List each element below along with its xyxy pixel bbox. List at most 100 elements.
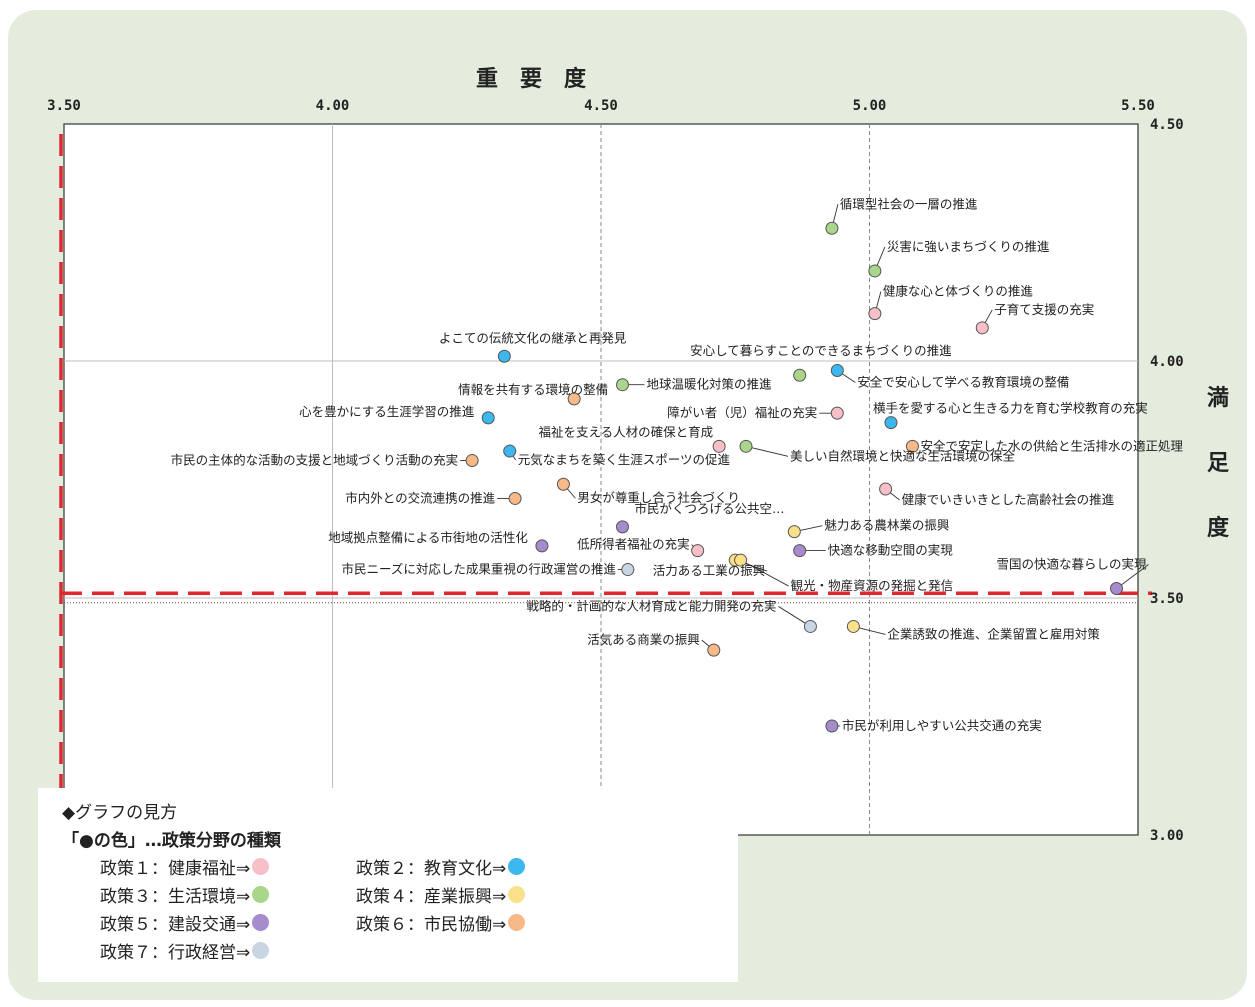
data-point [712,439,726,453]
legend-item-policy-5: 政策５：建設交通⇒ [100,910,270,935]
data-point [803,619,817,633]
data-point [508,491,522,505]
data-point [481,411,495,425]
legend: ◆グラフの見方 「●の色」…政策分野の種類 政策１：健康福祉⇒ 政策２：教育文化… [38,788,738,982]
legend-item-policy-4: 政策４：産業振興⇒ [356,882,526,907]
data-point [825,221,839,235]
data-label: 子育て支援の充実 [994,302,1094,317]
x-axis-title: 重 要 度 [476,66,587,92]
data-point [535,539,549,553]
legend-label: 政策３：生活環境⇒ [100,887,251,907]
data-point [905,439,919,453]
data-label: 市内外との交流連携の推進 [345,490,495,505]
data-point [739,439,753,453]
data-label: よこての伝統文化の継承と再発見 [439,330,627,345]
data-point [884,416,898,430]
y-tick-label: 3.50 [1150,591,1184,607]
y-axis-title-char: 足 [1207,451,1229,476]
data-point [734,553,748,567]
data-point [556,477,570,491]
data-label: 災害に強いまちづくりの推進 [887,239,1050,254]
legend-item-policy-6: 政策６：市民協働⇒ [356,910,526,935]
data-label: 安心して暮らすことのできるまちづくりの推進 [690,343,952,358]
y-tick-label: 4.00 [1150,354,1184,370]
data-label: 美しい自然環境と快適な生活環境の保全 [790,448,1016,463]
data-point [830,363,844,377]
legend-dot-policy-4 [508,886,526,903]
legend-dot-policy-1 [252,858,270,875]
data-label: 安全で安定した水の供給と生活排水の適正処理 [920,438,1183,453]
leader-line [745,445,789,457]
data-label: 観光・物産資源の発掘と発信 [791,578,954,593]
data-label: 市民ニーズに対応した成果重視の行政運営の推進 [341,562,616,577]
data-point [975,321,989,335]
legend-label: 政策５：建設交通⇒ [100,915,251,935]
data-label: 元気なまちを築く生涯スポーツの促進 [518,452,731,467]
data-label: 心を豊かにする生涯学習の推進 [299,404,475,419]
data-label: 健康でいきいきとした高齢社会の推進 [902,492,1115,507]
data-point [615,520,629,534]
legend-item-policy-2: 政策２：教育文化⇒ [356,854,526,879]
legend-dot-policy-3 [252,886,270,903]
point-labels: 循環型社会の一層の推進災害に強いまちづくりの推進健康な心と体づくりの推進子育て支… [171,196,1184,733]
leader-line [1116,564,1149,589]
data-label: 循環型社会の一層の推進 [840,196,978,211]
plot-area [63,123,1139,836]
legend-dot-policy-2 [508,858,526,875]
y-axis-title-char: 度 [1207,515,1230,541]
data-label: 安全で安心して学べる教育環境の整備 [857,374,1069,389]
data-label: 快適な移動空間の実現 [828,543,954,558]
data-label: 低所得者福祉の充実 [577,537,690,552]
data-label: 市民が利用しやすい公共交通の充実 [842,718,1042,733]
legend-subtitle: 「●の色」…政策分野の種類 [62,831,281,851]
data-label: 市民の主体的な活動の支援と地域づくり活動の充実 [171,453,459,468]
legend-item-policy-7: 政策７：行政経営⇒ [100,938,270,963]
data-label: 横手を愛する心と生きる力を育む学校教育の充実 [873,401,1148,416]
data-point [793,368,807,382]
data-label: 市民がくつろげる公共空… [634,501,784,516]
leader-line [740,559,789,587]
data-label: 福祉を支える人材の確保と育成 [538,424,713,439]
y-tick-label: 3.00 [1150,828,1184,844]
legend-dot-policy-5 [252,914,270,931]
data-point [868,264,882,278]
data-label: 活気ある商業の振興 [587,632,700,647]
data-label: 活力ある工業の振興 [653,563,766,578]
legend-label: 政策７：行政経営⇒ [100,943,251,963]
x-tick-label: 4.00 [316,98,350,114]
data-point [830,406,844,420]
data-point [793,544,807,558]
data-point [621,563,635,577]
grid [63,123,1139,836]
data-label: 企業誘致の推進、企業留置と雇用対策 [887,626,1100,641]
legend-item-policy-1: 政策１：健康福祉⇒ [100,854,270,879]
legend-label: 政策１：健康福祉⇒ [100,859,251,879]
x-tick-label: 4.50 [584,98,618,114]
legend-dot-policy-6 [508,914,526,931]
data-label: 魅力ある農林業の振興 [824,518,949,533]
y-axis-title-char: 満 [1207,385,1229,411]
reference-lines [59,134,1152,790]
data-point [497,349,511,363]
data-point [1110,582,1124,596]
data-label: 障がい者（児）福祉の充実 [667,405,817,420]
data-point [825,719,839,733]
data-points [465,221,1124,733]
data-point [879,482,893,496]
data-point [615,378,629,392]
data-point [567,392,581,406]
data-point [465,454,479,468]
x-tick-label: 5.00 [853,98,887,114]
data-point [503,444,517,458]
legend-item-policy-3: 政策３：生活環境⇒ [100,882,270,907]
data-point [691,544,705,558]
legend-label: 政策６：市民協働⇒ [356,915,507,935]
data-label: 地域拠点整備による市街地の活性化 [328,530,528,545]
data-label: 健康な心と体づくりの推進 [883,284,1034,299]
data-label: 男女が尊重し合う社会づくり [577,490,740,505]
x-tick-label: 5.50 [1121,98,1155,114]
data-label: 情報を共有する環境の整備 [458,382,608,397]
data-point [707,643,721,657]
